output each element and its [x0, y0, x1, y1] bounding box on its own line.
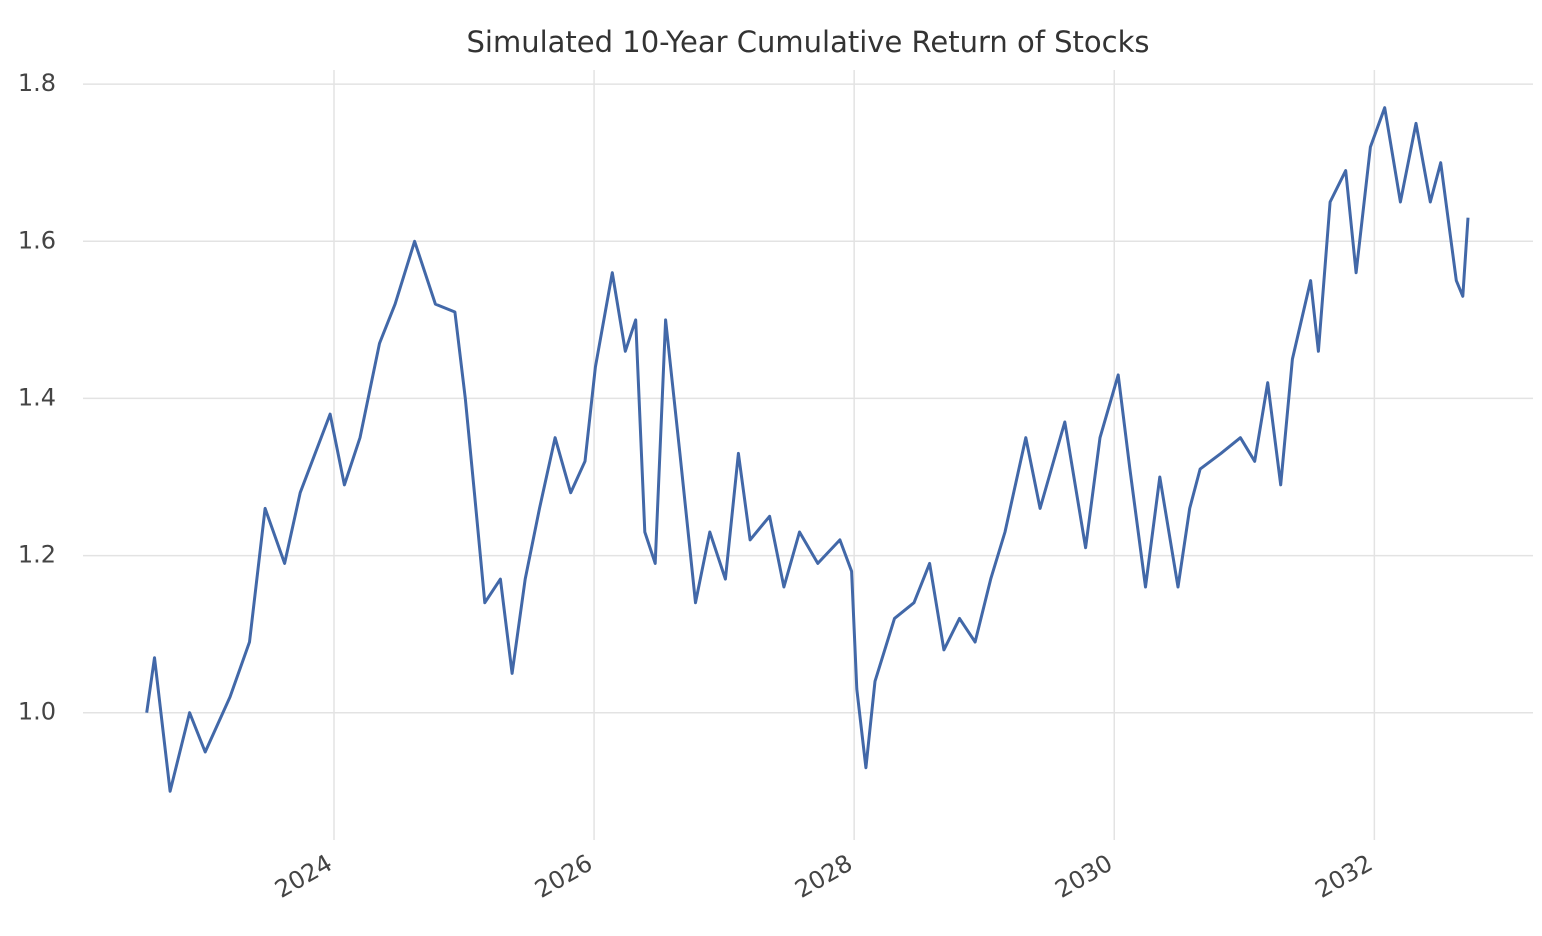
- y-tick-label: 1.8: [18, 69, 56, 97]
- y-tick-label: 1.4: [18, 383, 56, 411]
- chart-title: Simulated 10-Year Cumulative Return of S…: [466, 25, 1149, 59]
- x-tick-label: 2030: [1050, 849, 1117, 904]
- y-tick-label: 1.0: [18, 698, 56, 726]
- y-tick-label: 1.2: [18, 541, 56, 569]
- x-tick-label: 2032: [1310, 849, 1377, 904]
- y-tick-label: 1.6: [18, 226, 56, 254]
- x-tick-label: 2028: [790, 849, 857, 904]
- x-tick-label: 2024: [270, 849, 337, 904]
- x-tick-label: 2026: [530, 849, 597, 904]
- series-line: [145, 106, 1470, 793]
